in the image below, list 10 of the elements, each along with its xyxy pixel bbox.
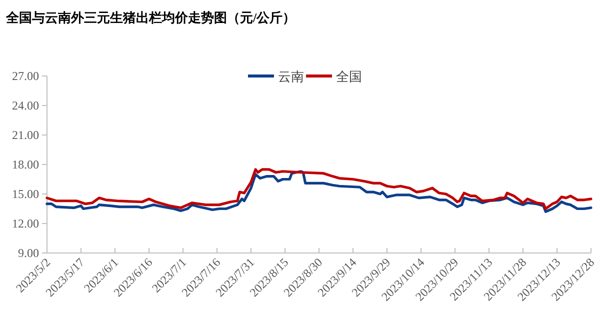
y-tick-label: 24.00: [12, 98, 39, 112]
y-tick-label: 21.00: [12, 128, 39, 142]
y-tick-label: 27.00: [12, 69, 39, 83]
y-tick-label: 15.00: [12, 187, 39, 201]
y-tick-label: 18.00: [12, 158, 39, 172]
chart-title: 全国与云南外三元生猪出栏均价走势图（元/公斤）: [5, 10, 296, 25]
legend-label: 全国: [336, 69, 362, 84]
y-tick-label: 12.00: [12, 216, 39, 230]
legend-label: 云南: [278, 69, 304, 84]
y-tick-label: 9.00: [18, 246, 39, 260]
